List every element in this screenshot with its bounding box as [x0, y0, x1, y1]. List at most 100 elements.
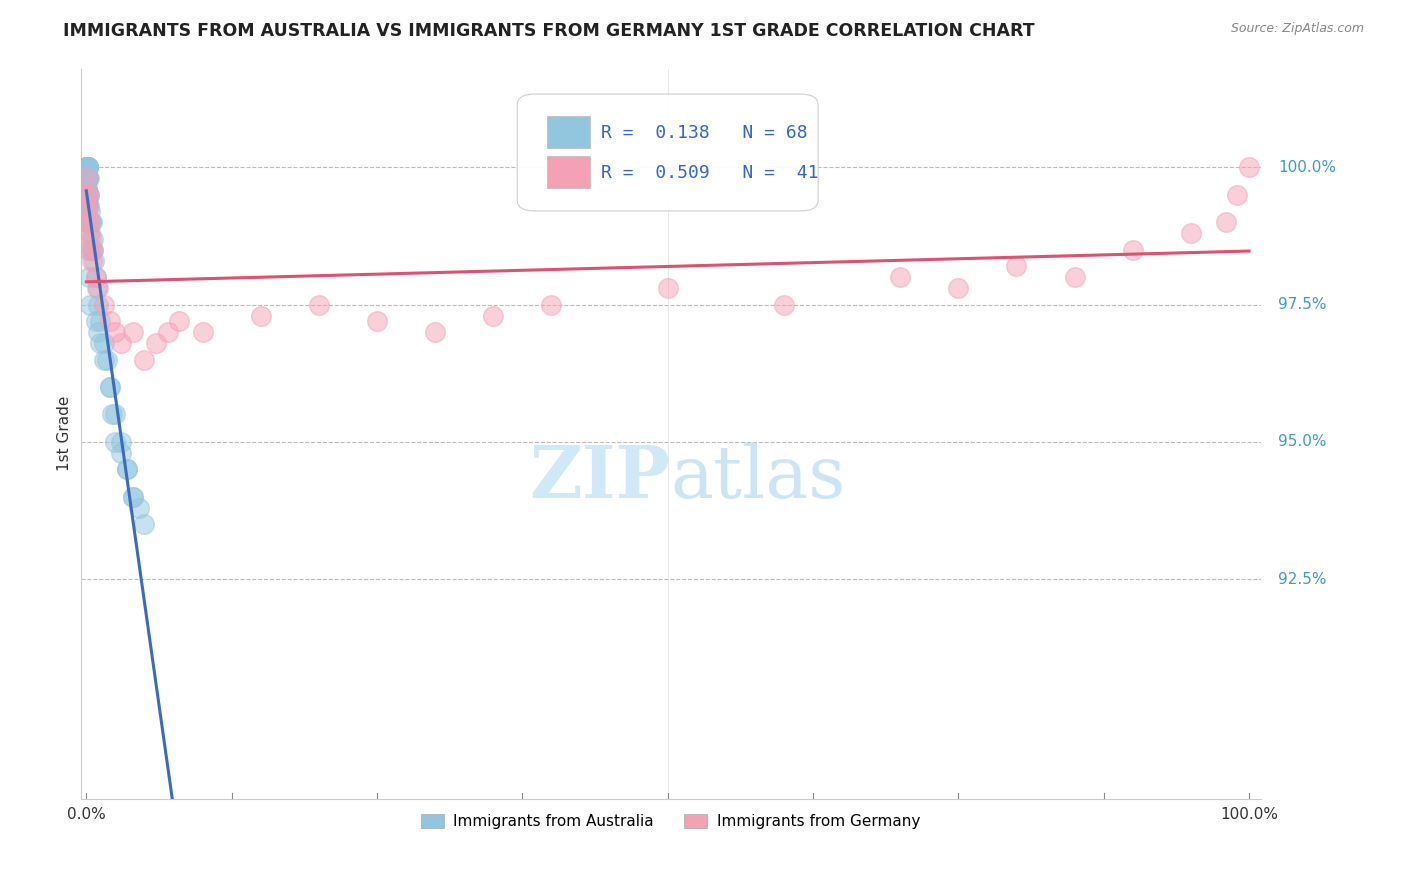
Text: atlas: atlas [671, 442, 846, 513]
Point [87, 325, 110, 339]
Point [89, 336, 111, 351]
Point [76, 161, 98, 175]
Point [86, 281, 108, 295]
Point [948, 281, 970, 295]
Point [110, 336, 132, 351]
Point [76, 161, 98, 175]
Text: Source: ZipAtlas.com: Source: ZipAtlas.com [1230, 22, 1364, 36]
Point [1063, 270, 1085, 285]
Point [79, 215, 101, 229]
Point [134, 352, 156, 367]
Point [77, 199, 100, 213]
Point [115, 462, 138, 476]
FancyBboxPatch shape [517, 94, 818, 211]
Point [77, 199, 100, 213]
Point [77, 215, 100, 229]
Point [82, 253, 104, 268]
Point [82, 243, 104, 257]
Text: R =  0.509   N =  41: R = 0.509 N = 41 [600, 164, 818, 182]
Point [121, 490, 143, 504]
Point [76, 204, 98, 219]
Point [79, 226, 101, 240]
Point [76, 215, 98, 229]
Point [191, 325, 214, 339]
Point [83, 253, 105, 268]
Point [76, 161, 98, 175]
Point [79, 298, 101, 312]
Point [76, 161, 98, 175]
Point [79, 243, 101, 257]
Point [76, 161, 98, 175]
Point [77, 270, 100, 285]
Point [93, 298, 115, 312]
Point [84, 270, 107, 285]
Point [79, 204, 101, 219]
Point [104, 408, 127, 422]
Point [80, 232, 103, 246]
Text: 95.0%: 95.0% [1278, 434, 1327, 450]
Point [89, 314, 111, 328]
Point [128, 500, 150, 515]
Legend: Immigrants from Australia, Immigrants from Germany: Immigrants from Australia, Immigrants fr… [415, 808, 927, 835]
Point [76, 187, 98, 202]
Point [76, 187, 98, 202]
Point [76, 194, 98, 208]
Point [77, 161, 100, 175]
Point [96, 352, 118, 367]
Point [110, 446, 132, 460]
Point [98, 380, 121, 394]
Point [93, 352, 115, 367]
Point [76, 182, 98, 196]
Point [76, 171, 98, 186]
Point [76, 187, 98, 202]
Point [76, 161, 98, 175]
Point [77, 171, 100, 186]
Point [540, 298, 562, 312]
Point [84, 314, 107, 328]
Point [80, 215, 103, 229]
Text: 100.0%: 100.0% [1220, 807, 1278, 822]
Point [773, 298, 796, 312]
Point [87, 298, 110, 312]
Point [77, 171, 100, 186]
Point [84, 270, 107, 285]
Point [366, 314, 388, 328]
Point [76, 161, 98, 175]
Point [308, 298, 330, 312]
Point [156, 325, 179, 339]
Y-axis label: 1st Grade: 1st Grade [58, 396, 72, 471]
Point [77, 215, 100, 229]
Text: 97.5%: 97.5% [1278, 297, 1327, 312]
Point [76, 199, 98, 213]
Point [76, 161, 98, 175]
Point [76, 161, 98, 175]
Text: ZIP: ZIP [530, 442, 671, 513]
Point [82, 232, 104, 246]
Point [889, 270, 911, 285]
Text: 0.0%: 0.0% [67, 807, 105, 822]
Point [77, 187, 100, 202]
Point [77, 243, 100, 257]
Point [121, 325, 143, 339]
Text: IMMIGRANTS FROM AUSTRALIA VS IMMIGRANTS FROM GERMANY 1ST GRADE CORRELATION CHART: IMMIGRANTS FROM AUSTRALIA VS IMMIGRANTS … [63, 22, 1035, 40]
Point [423, 325, 446, 339]
Point [76, 161, 98, 175]
Point [80, 243, 103, 257]
Point [1122, 243, 1144, 257]
Point [76, 161, 98, 175]
Point [1215, 215, 1237, 229]
Point [98, 380, 121, 394]
Point [110, 434, 132, 449]
Text: R =  0.138   N = 68: R = 0.138 N = 68 [600, 124, 807, 142]
Point [82, 215, 104, 229]
Point [76, 171, 98, 186]
Point [93, 336, 115, 351]
Point [104, 325, 127, 339]
Text: 92.5%: 92.5% [1278, 572, 1327, 587]
Point [76, 161, 98, 175]
FancyBboxPatch shape [547, 116, 591, 148]
Point [101, 408, 124, 422]
Point [1237, 161, 1260, 175]
Point [76, 161, 98, 175]
Point [87, 281, 110, 295]
